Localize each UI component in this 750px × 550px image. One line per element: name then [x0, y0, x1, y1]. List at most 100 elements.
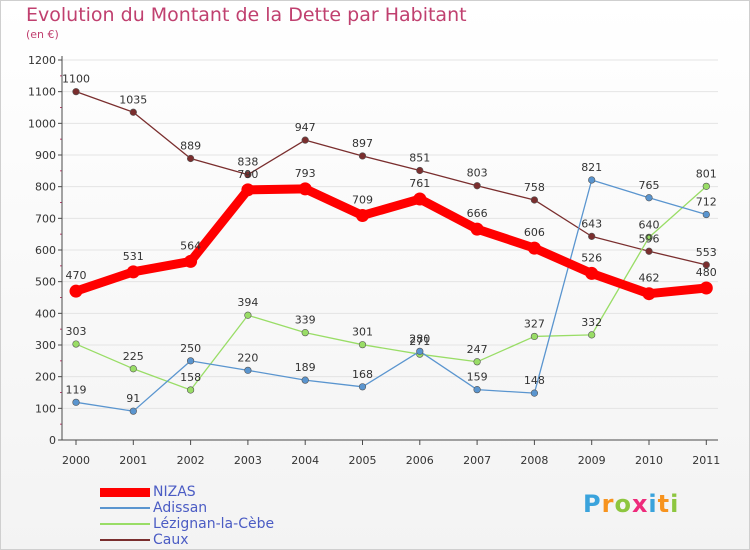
legend-item: Adissan: [100, 500, 340, 516]
data-point: [301, 329, 309, 337]
y-tick-label: 800: [35, 181, 56, 194]
data-label: 666: [467, 207, 488, 220]
legend-swatch: [100, 539, 150, 541]
x-tick-label: 2005: [349, 454, 377, 467]
data-label: 462: [639, 272, 660, 285]
legend-label: Adissan: [153, 500, 208, 516]
data-point: [187, 357, 195, 365]
legend-swatch: [100, 487, 150, 497]
x-tick-label: 2006: [406, 454, 434, 467]
data-label: 159: [467, 371, 488, 384]
y-tick-label: 1100: [28, 86, 56, 99]
data-label: 640: [639, 218, 660, 231]
y-tick-label: 1200: [28, 54, 56, 67]
grid-lines: [62, 59, 718, 441]
logo-letter: t: [657, 490, 671, 518]
data-point: [184, 254, 198, 268]
data-point: [129, 365, 137, 373]
data-label: 158: [180, 371, 201, 384]
data-label: 851: [409, 152, 430, 165]
data-point: [530, 389, 539, 397]
x-tick-label: 2001: [119, 454, 147, 467]
axes: 0 100 200 300 400 500 600 700 800 900 1000 1100 1200…: [28, 54, 720, 467]
data-label: 327: [524, 317, 545, 330]
data-label: 838: [237, 156, 258, 169]
data-label: 91: [126, 392, 140, 405]
data-label: 119: [66, 383, 87, 396]
data-label: 803: [467, 167, 488, 180]
data-label: 250: [180, 342, 201, 355]
data-label: 168: [352, 368, 373, 381]
data-label: 765: [639, 179, 660, 192]
x-tick-label: 2011: [692, 454, 720, 467]
x-tick-label: 2004: [291, 454, 319, 467]
data-label: 480: [696, 266, 717, 279]
y-tick-label: 0: [49, 434, 56, 447]
chart-title: Evolution du Montant de la Dette par Hab…: [26, 4, 467, 26]
y-tick-label: 600: [35, 244, 56, 257]
data-point: [588, 331, 596, 339]
logo-letter: i: [670, 490, 680, 518]
data-label: 220: [237, 351, 258, 364]
data-label: 394: [237, 296, 258, 309]
data-label: 897: [352, 137, 373, 150]
data-point: [358, 383, 367, 391]
data-point: [301, 136, 309, 144]
logo-letter: i: [648, 490, 658, 518]
data-point: [470, 222, 484, 236]
data-label: 643: [581, 217, 602, 230]
x-tick-label: 2002: [177, 454, 205, 467]
data-label: 301: [352, 326, 373, 339]
data-label: 821: [581, 161, 602, 174]
data-point: [244, 311, 252, 319]
data-point: [527, 241, 541, 255]
data-point: [645, 233, 653, 241]
data-point: [187, 386, 195, 394]
data-point: [530, 196, 539, 204]
y-tick-label: 100: [35, 402, 56, 415]
legend-label: Lézignan-la-Cèbe: [153, 516, 275, 532]
data-label: 564: [180, 239, 201, 252]
data-label: 531: [123, 250, 144, 263]
y-tick-label: 200: [35, 371, 56, 384]
data-point: [642, 287, 656, 301]
data-label: 761: [409, 177, 430, 190]
data-point: [241, 183, 255, 197]
data-label: 470: [66, 269, 87, 282]
data-point: [702, 210, 710, 219]
y-tick-label: 900: [35, 149, 56, 162]
data-point: [699, 281, 713, 295]
data-label: 712: [696, 196, 717, 209]
legend-item: Lézignan-la-Cèbe: [100, 516, 340, 532]
data-label: 889: [180, 139, 201, 152]
data-label: 280: [409, 332, 430, 345]
data-label: 1035: [119, 93, 147, 106]
data-label: 801: [696, 167, 717, 180]
data-point: [187, 154, 195, 163]
legend-label: NIZAS: [153, 484, 196, 500]
series-line-caux: [75, 91, 707, 266]
data-point: [473, 182, 481, 190]
y-tick-label: 700: [35, 212, 56, 225]
data-label: 793: [295, 167, 316, 180]
logo-letter: r: [601, 490, 615, 518]
data-label: 225: [123, 350, 144, 363]
series-line-adissan: [75, 179, 707, 412]
data-point: [588, 176, 596, 184]
logo-letter: P: [583, 490, 602, 518]
proxiti-logo: Proxiti: [583, 490, 679, 518]
data-point: [72, 88, 80, 96]
data-label: 709: [352, 193, 373, 206]
data-label: 606: [524, 226, 545, 239]
y-tick-label: 300: [35, 339, 56, 352]
logo-letter: o: [614, 490, 632, 518]
legend-item: Caux: [100, 532, 340, 548]
data-point: [244, 171, 252, 179]
data-point: [645, 247, 653, 255]
x-tick-label: 2010: [635, 454, 663, 467]
data-point: [588, 232, 596, 240]
x-tick-label: 2008: [520, 454, 548, 467]
legend-swatch: [100, 507, 150, 509]
legend-swatch: [100, 523, 150, 525]
data-point: [244, 366, 252, 374]
